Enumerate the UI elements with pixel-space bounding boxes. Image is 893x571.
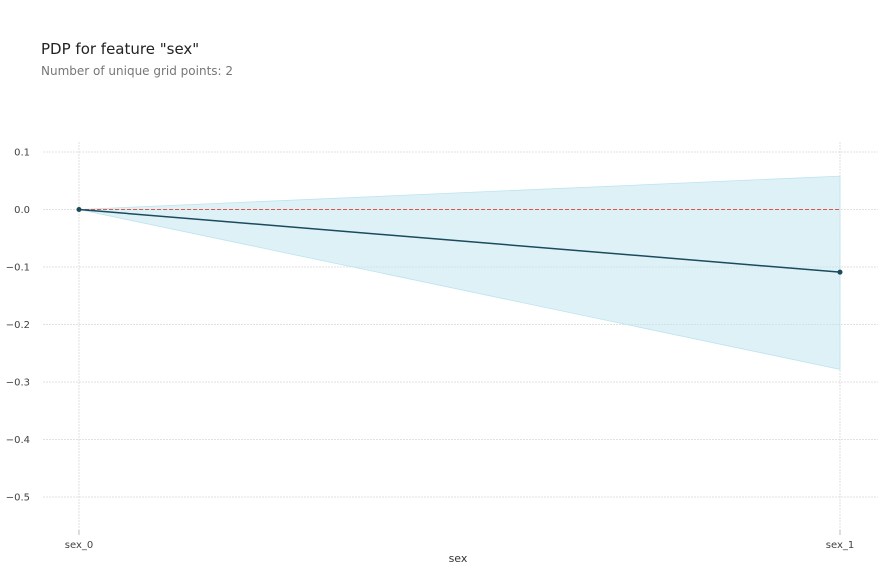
- chart-subtitle: Number of unique grid points: 2: [41, 64, 234, 78]
- y-tick-label: 0.1: [14, 148, 30, 159]
- pdp-line-layer: [78, 208, 841, 273]
- pdp-point: [76, 207, 82, 212]
- confidence-band-layer: [78, 175, 841, 370]
- y-tick-label: −0.5: [6, 493, 30, 504]
- y-tick-label: 0.0: [14, 205, 30, 216]
- x-axis-label: sex: [449, 552, 468, 565]
- x-tick-label: sex_1: [826, 540, 854, 551]
- y-tick-labels: 0.1 0.0 −0.1 −0.2 −0.3 −0.4 −0.5: [6, 148, 30, 504]
- y-tick-label: −0.2: [6, 320, 30, 331]
- pdp-point: [837, 269, 843, 275]
- pdp-point-layer: [76, 207, 843, 275]
- y-tick-label: −0.4: [6, 435, 30, 446]
- y-tick-label: −0.3: [6, 378, 30, 389]
- x-tick-label: sex_0: [65, 540, 93, 551]
- pdp-line: [78, 208, 841, 273]
- chart-title: PDP for feature "sex": [41, 40, 200, 58]
- x-tick-labels: sex_0 sex_1: [65, 540, 854, 551]
- confidence-band: [78, 175, 841, 370]
- y-tick-label: −0.1: [6, 263, 30, 274]
